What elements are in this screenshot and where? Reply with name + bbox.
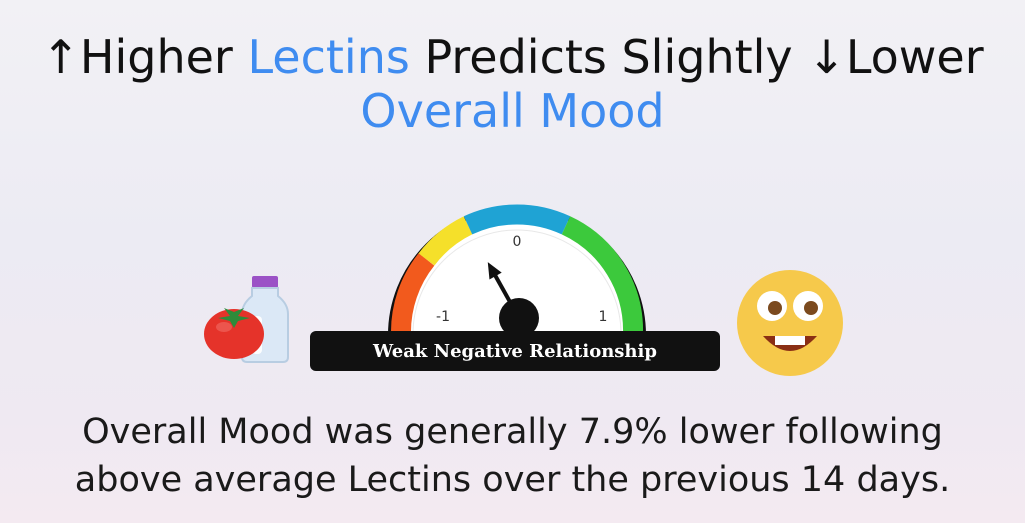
gauge-hub xyxy=(499,298,539,338)
tomato-milk-icon xyxy=(204,276,289,363)
headline: ↑Higher Lectins Predicts Slightly ↓Lower… xyxy=(0,30,1025,138)
arrow-down-icon: ↓ xyxy=(807,30,846,84)
gauge-band-green xyxy=(561,216,644,335)
predictor-name: Lectins xyxy=(247,30,410,84)
tick-label-zero: 0 xyxy=(513,234,522,250)
headline-middle: Predicts Slightly xyxy=(424,30,793,84)
tick-label-max: 1 xyxy=(599,309,608,325)
gauge-inner-edge xyxy=(412,229,622,335)
arrow-up-icon: ↑ xyxy=(41,30,80,84)
gauge-band-blue xyxy=(463,204,571,235)
summary-line-2: above average Lectins over the previous … xyxy=(74,460,951,500)
relationship-label: Weak Negative Relationship xyxy=(310,331,720,371)
gauge-face xyxy=(392,215,642,340)
tick-label-min: -1 xyxy=(436,309,450,325)
laughing-face-icon xyxy=(737,270,843,376)
gauge-band-red xyxy=(391,253,435,335)
outcome-name: Overall Mood xyxy=(360,84,665,138)
gauge-band-yellow xyxy=(418,216,473,266)
summary-text: Overall Mood was generally 7.9% lower fo… xyxy=(0,408,1025,504)
headline-line-1: ↑Higher Lectins Predicts Slightly ↓Lower xyxy=(0,30,1025,84)
headline-higher: Higher xyxy=(79,30,233,84)
summary-line-1: Overall Mood was generally 7.9% lower fo… xyxy=(82,412,943,452)
headline-lower: Lower xyxy=(845,30,984,84)
